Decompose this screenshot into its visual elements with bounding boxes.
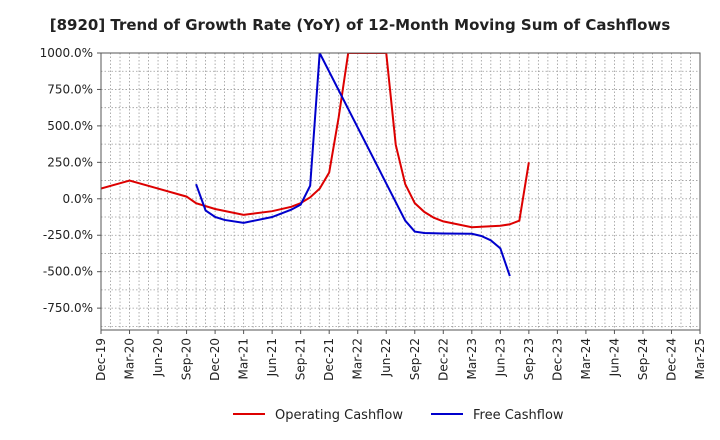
x-tick-label: Mar-20 <box>123 338 137 379</box>
x-tick-label: Jun-23 <box>493 338 507 377</box>
chart-title: [8920] Trend of Growth Rate (YoY) of 12-… <box>49 16 671 34</box>
y-tick-label: -750.0% <box>43 301 93 315</box>
x-tick-label: Jun-21 <box>265 338 279 377</box>
x-tick-label: Sep-23 <box>522 338 536 380</box>
x-tick-label: Mar-24 <box>579 338 593 379</box>
x-tick-label: Mar-22 <box>351 338 365 379</box>
y-tick-label: 1000.0% <box>40 46 93 60</box>
series-layer <box>101 53 530 277</box>
x-tick-label: Sep-24 <box>636 338 650 380</box>
x-tick-label: Dec-24 <box>664 338 678 381</box>
x-tick-label: Dec-22 <box>436 338 450 381</box>
x-tick-label: Jun-22 <box>379 338 393 377</box>
series-line-free-cashflow <box>195 53 511 277</box>
y-tick-label: 250.0% <box>47 155 93 169</box>
x-tick-label: Dec-20 <box>208 338 222 381</box>
plot-frame <box>100 52 701 331</box>
legend-label: Free Cashflow <box>473 408 564 423</box>
legend-label: Operating Cashflow <box>275 408 403 423</box>
plot-area <box>101 53 700 330</box>
x-tick-label: Jun-24 <box>607 338 621 377</box>
series-line-operating-cashflow <box>101 53 530 229</box>
x-tick-label: Mar-25 <box>693 338 707 379</box>
grid <box>100 52 701 330</box>
x-tick-label: Jun-20 <box>151 338 165 377</box>
y-tick-label: -250.0% <box>43 228 93 242</box>
y-tick-label: 500.0% <box>47 119 93 133</box>
x-tick-label: Mar-23 <box>465 338 479 379</box>
y-tick-label: -500.0% <box>43 265 93 279</box>
axes: 1000.0% 750.0% 500.0% 250.0% 0.0% -250.0% -500… <box>40 46 707 381</box>
x-tick-label: Sep-22 <box>408 338 422 380</box>
x-tick-label: Dec-21 <box>322 338 336 381</box>
x-tick-label: Dec-19 <box>94 338 108 381</box>
x-tick-label: Dec-23 <box>550 338 564 381</box>
legend: Operating Cashflow Free Cashflow <box>233 408 564 423</box>
x-tick-label: Mar-21 <box>237 338 251 379</box>
x-tick-label: Sep-21 <box>294 338 308 380</box>
y-tick-label: 0.0% <box>63 192 94 206</box>
x-tick-label: Sep-20 <box>180 338 194 380</box>
y-tick-label: 750.0% <box>47 82 93 96</box>
